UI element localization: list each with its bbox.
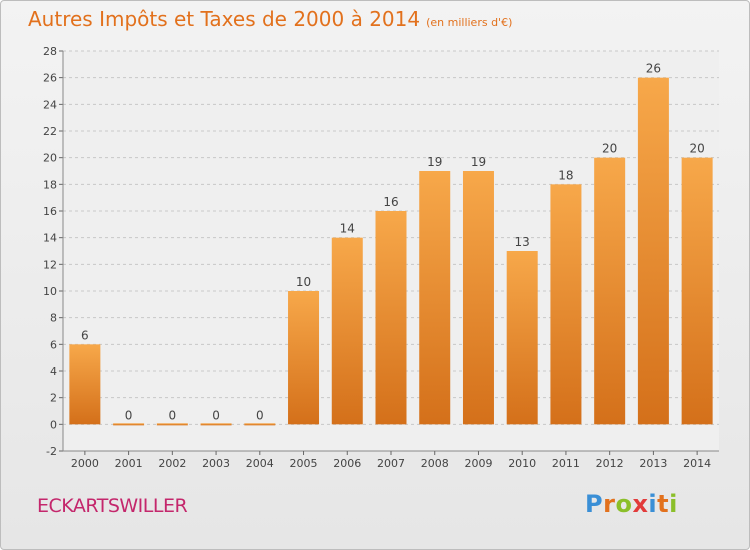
x-tick-label: 2010 <box>508 457 536 470</box>
y-tick-label: 14 <box>43 232 57 245</box>
bar-value-label: 19 <box>427 155 442 169</box>
x-tick-label: 2013 <box>639 457 667 470</box>
x-tick-label: 2001 <box>115 457 143 470</box>
bar-value-label: 13 <box>515 235 530 249</box>
bar <box>156 423 188 426</box>
bar-value-label: 20 <box>689 142 704 156</box>
proxiti-logo: Proxiti <box>585 490 678 518</box>
y-tick-label: 12 <box>43 258 57 271</box>
bar-value-label: 0 <box>212 408 220 422</box>
x-tick-label: 2002 <box>158 457 186 470</box>
y-tick-label: 8 <box>50 312 57 325</box>
bar <box>637 77 669 425</box>
y-tick-label: 18 <box>43 178 57 191</box>
bar <box>244 423 276 426</box>
bar-value-label: 19 <box>471 155 486 169</box>
x-tick-label: 2000 <box>71 457 99 470</box>
commune-name: ECKARTSWILLER <box>37 495 188 517</box>
bar-value-label: 26 <box>646 62 661 76</box>
y-tick-label: 10 <box>43 285 57 298</box>
logo-letter: x <box>632 490 649 518</box>
logo-letter: o <box>615 490 633 518</box>
bar <box>462 171 494 425</box>
y-tick-label: 6 <box>50 338 57 351</box>
bar <box>550 184 582 425</box>
bar-value-label: 16 <box>383 195 398 209</box>
bar <box>200 423 232 426</box>
bar-value-label: 18 <box>558 168 573 182</box>
x-tick-label: 2004 <box>246 457 274 470</box>
bar-value-label: 0 <box>256 408 264 422</box>
bar-value-label: 20 <box>602 142 617 156</box>
x-tick-label: 2005 <box>290 457 318 470</box>
bar <box>331 237 363 425</box>
bar <box>113 423 145 426</box>
chart-title-text: Autres Impôts et Taxes de 2000 à 2014 <box>28 7 421 31</box>
y-tick-label: -2 <box>46 445 57 458</box>
x-tick-label: 2007 <box>377 457 405 470</box>
x-tick-label: 2003 <box>202 457 230 470</box>
bar-value-label: 0 <box>125 408 133 422</box>
bar-value-label: 14 <box>340 222 355 236</box>
y-tick-label: 4 <box>50 365 57 378</box>
x-tick-label: 2012 <box>596 457 624 470</box>
y-tick-label: 20 <box>43 152 57 165</box>
y-tick-label: 16 <box>43 205 57 218</box>
x-tick-label: 2008 <box>421 457 449 470</box>
chart-title: Autres Impôts et Taxes de 2000 à 2014 (en… <box>28 7 512 31</box>
bar <box>419 171 451 425</box>
y-tick-label: 0 <box>50 418 57 431</box>
x-tick-label: 2011 <box>552 457 580 470</box>
bar-value-label: 10 <box>296 275 311 289</box>
y-tick-label: 2 <box>50 392 57 405</box>
y-tick-label: 22 <box>43 125 57 138</box>
x-tick-label: 2014 <box>683 457 711 470</box>
x-tick-label: 2006 <box>333 457 361 470</box>
y-tick-label: 24 <box>43 98 57 111</box>
logo-letter: P <box>585 490 604 518</box>
bar <box>288 291 320 425</box>
bar-value-label: 6 <box>81 328 89 342</box>
x-tick-label: 2009 <box>464 457 492 470</box>
bar <box>506 251 538 425</box>
logo-letter: i <box>669 490 678 518</box>
y-tick-label: 28 <box>43 45 57 58</box>
bar <box>69 344 101 425</box>
y-tick-label: 26 <box>43 72 57 85</box>
bar <box>375 211 407 425</box>
logo-letter: i <box>648 490 658 518</box>
chart-subtitle: (en milliers d'€) <box>426 16 513 29</box>
logo-letter: r <box>603 490 616 518</box>
bar-value-label: 0 <box>169 408 177 422</box>
logo-letter: t <box>657 490 670 518</box>
bar <box>594 157 626 425</box>
bar <box>681 157 713 425</box>
